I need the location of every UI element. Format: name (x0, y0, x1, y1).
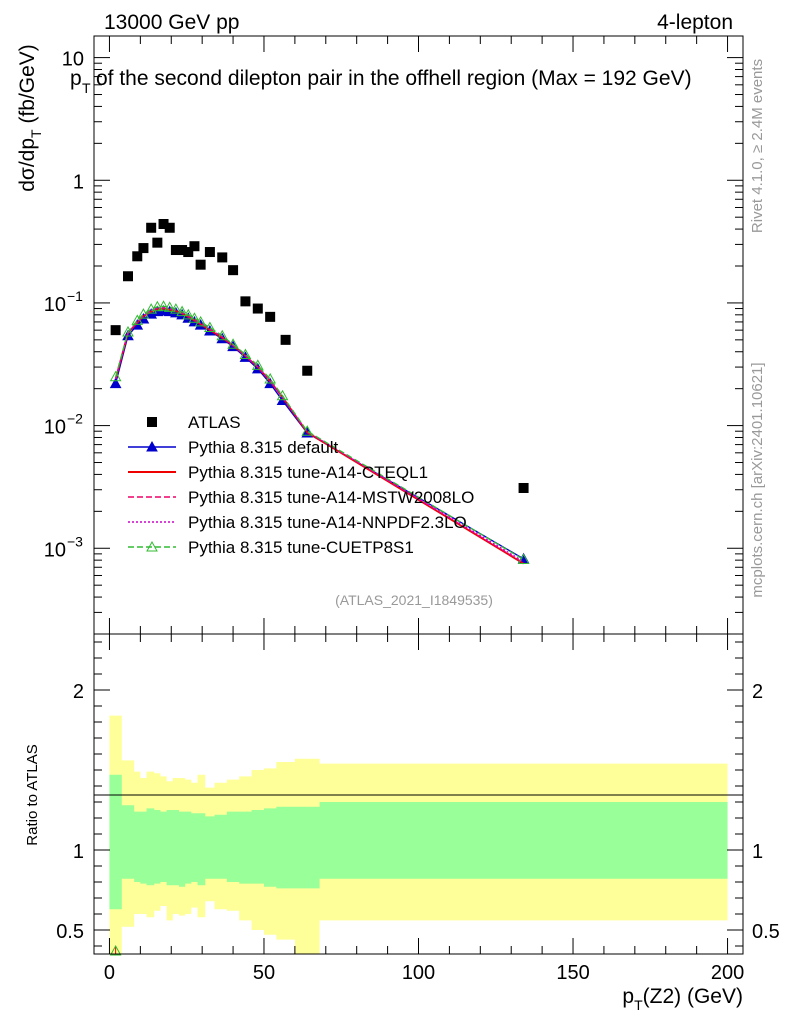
series-5-point (276, 389, 289, 401)
legend-marker-1 (146, 440, 158, 452)
atlas-point (158, 219, 169, 230)
series-5-point (216, 329, 229, 341)
atlas-point (183, 247, 194, 258)
x-tick-label: 150 (556, 962, 589, 984)
legend-label-4: Pythia 8.315 tune-A14-NNPDF2.3LO (188, 513, 467, 532)
atlas-point (122, 271, 133, 282)
series-5-point (301, 425, 314, 436)
atlas-point (518, 482, 529, 493)
atlas-point (170, 245, 181, 256)
y-tick-label: 10 (62, 49, 84, 71)
atlas-point (228, 265, 239, 276)
legend-label-2: Pythia 8.315 tune-A14-CTEQL1 (188, 463, 428, 482)
series-5-point (264, 372, 277, 384)
series-5-point (517, 553, 530, 564)
series-5-point (109, 370, 122, 382)
y-tick-label: 1 (73, 171, 84, 193)
main-ylabel: dσ/dpT (fb/GeV) (16, 44, 44, 192)
legend-atlas-marker (147, 417, 157, 427)
ratio-y-tick-label-right: 1 (752, 841, 763, 863)
svg-text:pT(Z2) (GeV): pT(Z2) (GeV) (622, 985, 743, 1013)
x-tick-label: 0 (104, 962, 115, 984)
main-series-layer (109, 300, 530, 565)
series-5-point (176, 305, 188, 317)
atlas-point (132, 251, 143, 262)
series-5-point (137, 308, 150, 319)
atlas-point (189, 241, 200, 252)
y-tick-label: 10 (44, 539, 66, 561)
xlabel: pT(Z2) (GeV) (622, 985, 743, 1013)
x-tick-label: 50 (253, 962, 275, 984)
rivet-version-label: Rivet 4.1.0, ≥ 2.4M events (749, 59, 766, 233)
axis-ticks (94, 36, 743, 954)
atlas-point (302, 365, 313, 376)
atlas-point (265, 311, 276, 322)
atlas-point (217, 252, 228, 263)
atlas-point (152, 237, 163, 248)
chart-title-prefix: p (70, 67, 82, 90)
ratio-ylabel: Ratio to ATLAS (24, 744, 41, 845)
atlas-data-layer (110, 219, 529, 493)
x-tick-label: 200 (711, 962, 744, 984)
ratio-y-tick-label-left: 0.5 (56, 921, 84, 943)
legend-label-3: Pythia 8.315 tune-A14-MSTW2008LO (188, 488, 474, 507)
y-tick-exponent: −2 (67, 411, 83, 427)
chart-title: of the second dilepton pair in the offhe… (96, 67, 692, 90)
svg-text:dσ/dpT (fb/GeV): dσ/dpT (fb/GeV) (16, 44, 44, 192)
atlas-point (110, 325, 121, 336)
series-5-point (163, 301, 176, 312)
ratio-y-tick-label-right: 2 (752, 681, 763, 703)
y-tick-exponent: −1 (67, 288, 83, 304)
series-5-point (122, 325, 134, 337)
analysis-watermark: (ATLAS_2021_I1849535) (335, 592, 493, 608)
series-5-point (251, 359, 264, 370)
channel-label: 4-lepton (657, 11, 733, 34)
atlas-point (138, 243, 149, 254)
series-1-point (109, 377, 122, 389)
y-tick-label: 10 (44, 294, 66, 316)
series-5-point (239, 348, 252, 359)
atlas-point (177, 245, 188, 256)
ratio-inner-band (109, 774, 728, 910)
atlas-point (204, 247, 215, 258)
series-5-point (151, 300, 164, 312)
ratio-y-tick-label-left: 1 (73, 841, 84, 863)
series-5-point (131, 314, 144, 325)
legend-marker-5 (146, 540, 158, 552)
series-5-point (204, 321, 216, 333)
atlas-point (280, 334, 291, 345)
chart-title-prefix-sub: T (82, 80, 91, 96)
atlas-point (195, 259, 206, 270)
legend-label-1: Pythia 8.315 default (188, 438, 339, 457)
series-5-point (157, 300, 170, 311)
legend-label-0: ATLAS (188, 413, 241, 432)
atlas-point (252, 303, 263, 314)
series-5-point (170, 303, 182, 314)
legend-label-5: Pythia 8.315 tune-CUETP8S1 (188, 538, 414, 557)
x-tick-label: 100 (402, 962, 435, 984)
ratio-y-tick-label-left: 2 (73, 681, 84, 703)
mcplots-label: mcplots.cern.ch [arXiv:2401.10621] (749, 362, 766, 597)
atlas-point (164, 222, 175, 233)
series-5-point (227, 338, 239, 349)
ratio-marker-first-bin (109, 944, 122, 956)
legend: ATLAS Pythia 8.315 default Pythia 8.315 tu… (128, 413, 474, 557)
series-5-point (188, 312, 201, 323)
energy-label: 13000 GeV pp (104, 11, 239, 34)
y-tick-exponent: −3 (67, 533, 83, 549)
series-5-point (194, 315, 207, 327)
ratio-uncertainty-bands (109, 715, 728, 954)
atlas-point (146, 222, 157, 233)
ratio-markers (109, 944, 122, 956)
atlas-point (240, 296, 251, 307)
ratio-y-tick-label-right: 0.5 (752, 921, 780, 943)
y-tick-label: 10 (44, 417, 66, 439)
series-5-point (182, 308, 195, 320)
